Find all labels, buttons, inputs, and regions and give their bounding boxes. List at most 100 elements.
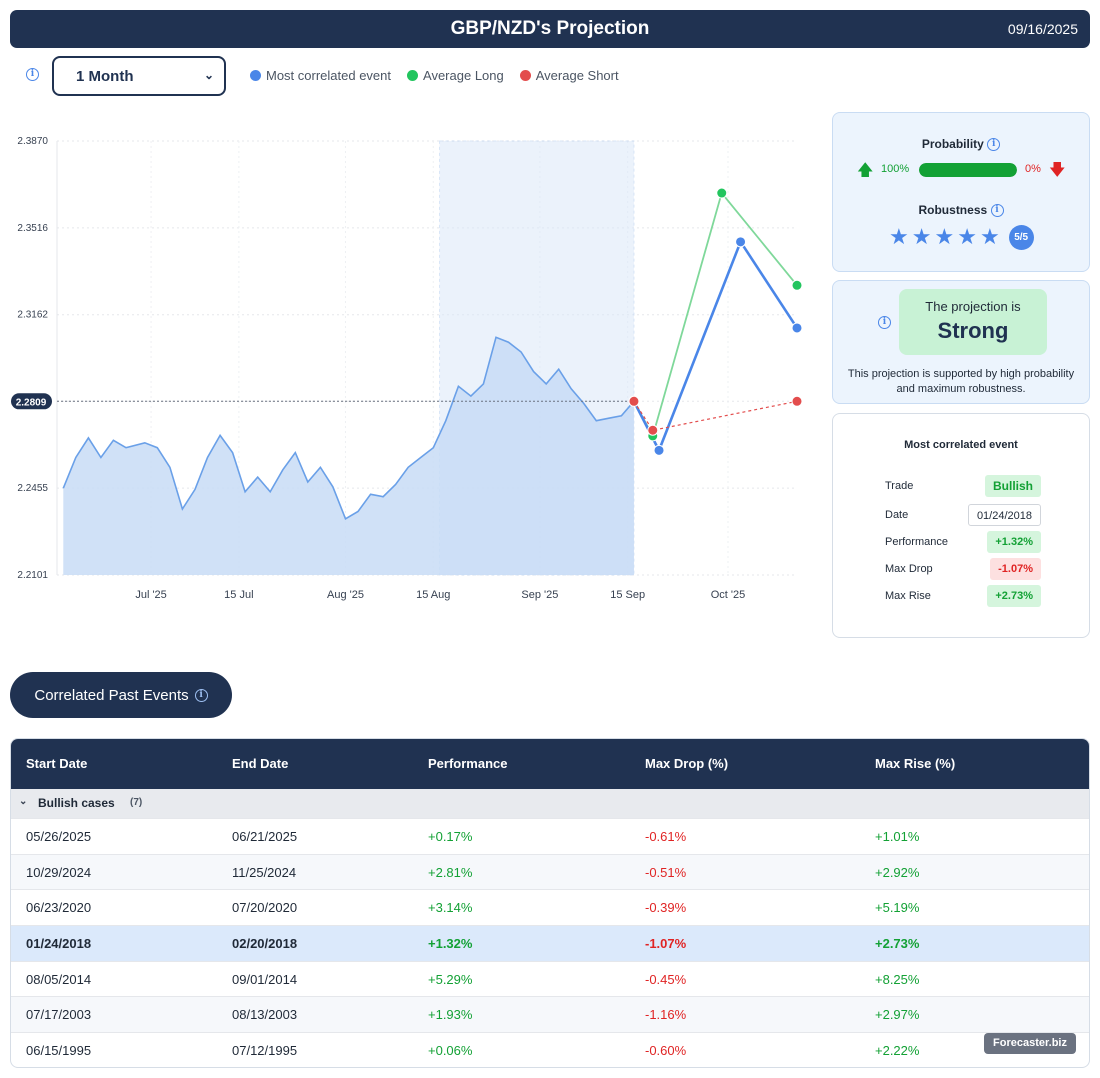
info-icon[interactable]: i xyxy=(878,316,891,329)
series-point-most-correlated xyxy=(653,444,665,456)
info-icon[interactable]: i xyxy=(194,689,208,703)
x-tick-label: Oct '25 xyxy=(711,589,746,601)
legend-dot-icon xyxy=(407,70,419,81)
projection-chart: 2.3870 2.3516 2.3162 2.2809 2.2455 2.2101 Jul … xyxy=(11,136,803,601)
arrow-up-icon: 🡅 xyxy=(857,160,874,179)
event-row-max-rise: Max Rise +2.73% xyxy=(885,585,1041,607)
projection-label: The projection is xyxy=(925,299,1021,314)
cell-end-date: 09/01/2014 xyxy=(232,971,298,987)
performance-badge: +1.32% xyxy=(987,531,1041,553)
cell-end-date: 11/25/2024 xyxy=(232,864,297,880)
group-count: (7) xyxy=(130,797,143,808)
info-icon[interactable]: i xyxy=(990,204,1004,218)
event-row-max-drop: Max Drop -1.07% xyxy=(885,558,1041,580)
event-row-trade: Trade Bullish xyxy=(885,475,1041,497)
table-row[interactable]: 05/26/2025 06/21/2025 +0.17% -0.61% +1.01% xyxy=(11,818,1089,854)
info-icon[interactable]: i xyxy=(26,68,39,81)
col-start-date[interactable]: Start Date xyxy=(26,756,88,771)
cell-end-date: 02/20/2018 xyxy=(232,936,298,952)
x-tick-label: Jul '25 xyxy=(135,589,166,601)
cell-max-rise: +2.97% xyxy=(875,1007,920,1023)
table-row[interactable]: 10/29/2024 11/25/2024 +2.81% -0.51% +2.92% xyxy=(11,853,1089,890)
star-icon: ★ xyxy=(934,224,955,250)
cell-end-date: 06/21/2025 xyxy=(232,829,298,844)
history-area xyxy=(63,337,634,575)
table-row[interactable]: 06/23/2020 07/20/2020 +3.14% -0.39% +5.19% xyxy=(11,889,1089,925)
cell-performance: +3.14% xyxy=(428,900,473,916)
current-value-badge xyxy=(11,393,52,410)
x-tick-label: 15 Jul xyxy=(224,589,253,601)
cell-max-rise: +5.19% xyxy=(875,900,920,916)
y-tick-label: 2.2101 xyxy=(17,570,48,581)
cell-start-date: 06/23/2020 xyxy=(26,900,92,916)
events-table: Start Date End Date Performance Max Drop… xyxy=(10,738,1090,1068)
col-end-date[interactable]: End Date xyxy=(232,756,289,771)
table-row[interactable]: 08/05/2014 09/01/2014 +5.29% -0.45% +8.25% xyxy=(11,960,1089,997)
series-point-average-short xyxy=(791,395,803,407)
cell-performance: +2.81% xyxy=(428,864,473,880)
chevron-down-icon: ⌄ xyxy=(203,68,214,82)
watermark-logo: Forecaster.biz xyxy=(984,1033,1076,1054)
cell-start-date: 08/05/2014 xyxy=(26,971,92,987)
cell-performance: +1.32% xyxy=(428,936,473,952)
star-icon: ★ xyxy=(889,224,909,250)
robustness-title: Robustness i xyxy=(833,203,1089,218)
probability-title: Probability i xyxy=(833,137,1089,152)
table-row[interactable]: 07/17/2003 08/13/2003 +1.93% -1.16% +2.97% xyxy=(11,996,1089,1033)
period-select[interactable]: 1 Month ⌄ xyxy=(52,56,226,96)
y-tick-label: 2.3516 xyxy=(17,223,48,234)
group-label: Bullish cases xyxy=(38,796,115,810)
max-rise-badge: +2.73% xyxy=(987,585,1041,607)
legend-item-most-correlated[interactable]: Most correlated event xyxy=(250,68,391,83)
history-line xyxy=(62,336,635,520)
legend-dot-icon xyxy=(519,70,531,81)
table-row[interactable]: 06/15/1995 07/12/1995 +0.06% -0.60% +2.22% xyxy=(11,1032,1089,1067)
star-icon: ★ xyxy=(911,224,932,250)
cell-performance: +1.93% xyxy=(428,1007,473,1023)
y-tick-label: 2.2809 xyxy=(16,397,47,408)
probability-bar xyxy=(919,163,1017,177)
probability-card: Probability i 🡅 100% 0% 🡇 Robustness i ★… xyxy=(832,112,1090,272)
table-body: 05/26/2025 06/21/2025 +0.17% -0.61% +1.01% 10… xyxy=(11,818,1089,1067)
legend-label: Average Short xyxy=(535,68,619,83)
cell-start-date: 07/17/2003 xyxy=(26,1007,92,1023)
col-max-drop[interactable]: Max Drop (%) xyxy=(645,756,729,771)
x-tick-label: 15 Aug xyxy=(416,589,450,601)
page-title: GBP/NZD's Projection xyxy=(450,18,650,39)
col-performance[interactable]: Performance xyxy=(428,756,508,771)
col-max-rise[interactable]: Max Rise (%) xyxy=(875,756,956,771)
series-line-average-short xyxy=(633,400,798,431)
cell-start-date: 05/26/2025 xyxy=(26,829,92,844)
legend-label: Average Long xyxy=(423,68,504,83)
correlated-past-events-button[interactable]: Correlated Past Events i xyxy=(10,672,232,718)
cell-max-drop: -0.60% xyxy=(645,1043,687,1059)
series-line-most-correlated xyxy=(632,238,799,454)
robustness-score-badge: 5/5 xyxy=(1008,225,1034,250)
probability-up-label: 100% xyxy=(881,163,910,175)
robustness-stars: ★ ★ ★ ★ ★ 5/5 xyxy=(889,225,1034,250)
legend-item-average-long[interactable]: Average Long xyxy=(407,68,504,83)
legend-item-average-short[interactable]: Average Short xyxy=(519,68,619,83)
legend-dot-icon xyxy=(250,70,261,81)
cell-performance: +0.17% xyxy=(428,829,473,844)
projection-card: i The projection is Strong This projecti… xyxy=(832,280,1090,404)
star-icon: ★ xyxy=(957,224,977,250)
projection-description: This projection is supported by high pro… xyxy=(847,368,1075,395)
chevron-down-icon[interactable]: ⌄ xyxy=(19,796,28,807)
event-row-date: Date 01/24/2018 xyxy=(885,504,1041,526)
info-icon[interactable]: i xyxy=(987,138,1001,152)
table-row[interactable]: 01/24/2018 02/20/2018 +1.32% -1.07% +2.73% xyxy=(11,925,1089,961)
cell-start-date: 10/29/2024 xyxy=(26,864,92,880)
cell-max-rise: +2.22% xyxy=(875,1043,920,1059)
group-row-bullish[interactable]: ⌄ Bullish cases (7) xyxy=(11,789,1089,818)
probability-bar-fill xyxy=(919,163,1017,177)
cell-performance: +5.29% xyxy=(428,971,473,987)
y-tick-label: 2.2455 xyxy=(17,483,48,494)
cell-max-drop: -1.07% xyxy=(645,936,687,952)
x-tick-label: 15 Sep xyxy=(610,589,645,601)
series-point-most-correlated xyxy=(735,236,747,248)
x-tick-label: Sep '25 xyxy=(521,589,558,601)
current-point xyxy=(628,395,640,407)
period-select-value: 1 Month xyxy=(76,67,134,85)
page-header: GBP/NZD's Projection 09/16/2025 xyxy=(10,10,1090,48)
